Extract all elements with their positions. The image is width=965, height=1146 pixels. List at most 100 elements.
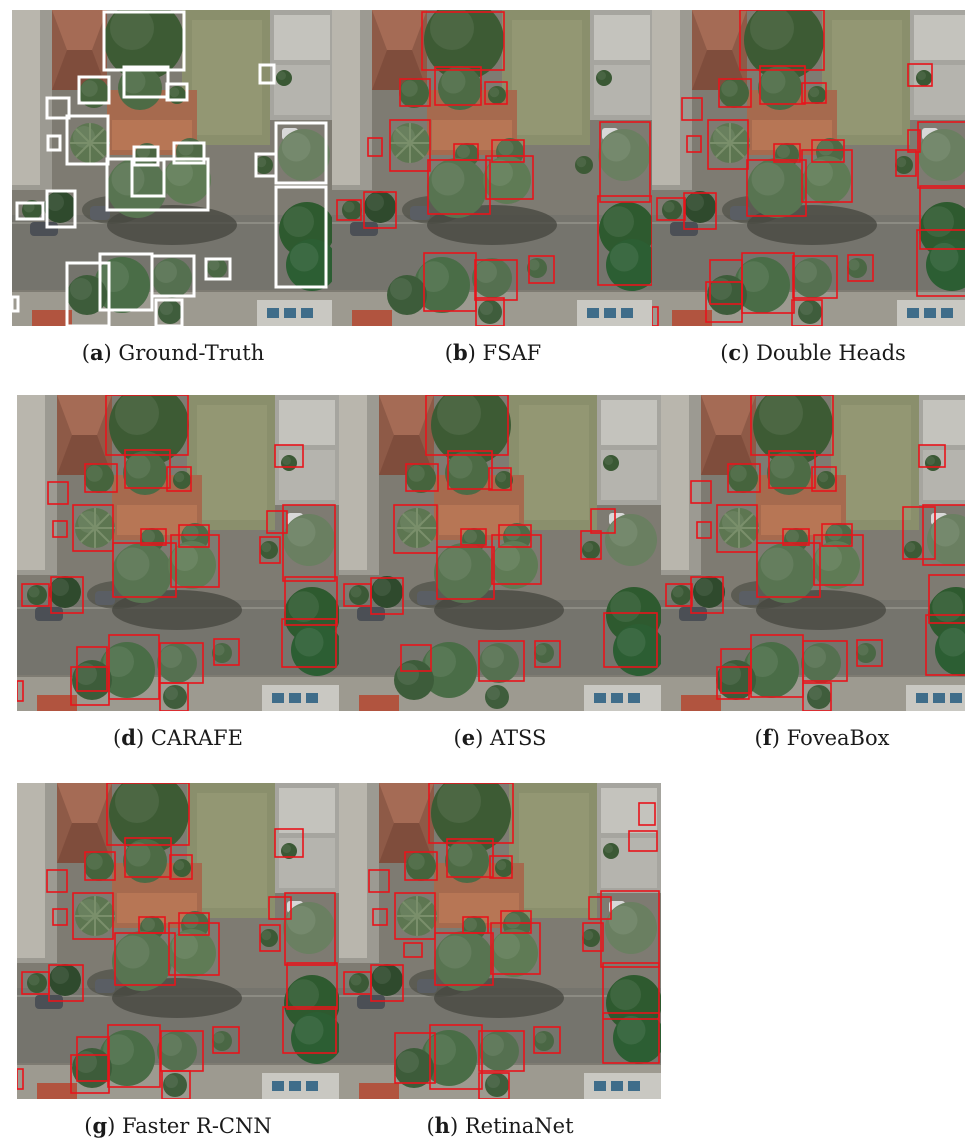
ground-truth-box — [46, 134, 62, 152]
detection-box — [638, 802, 656, 826]
detection-box — [683, 192, 717, 230]
detection-box — [170, 534, 220, 588]
detection-box — [268, 896, 292, 920]
detection-box — [363, 191, 397, 229]
detection-box — [259, 536, 281, 564]
ground-truth-box — [12, 295, 20, 313]
detection-box — [106, 783, 190, 846]
panel-g: (g) Faster R-CNN — [17, 783, 339, 1138]
detection-box — [811, 466, 837, 492]
detection-box — [690, 576, 724, 614]
detection-box — [856, 639, 883, 667]
detection-box — [446, 838, 494, 878]
aerial-image-faster-rcnn — [17, 783, 339, 1099]
detection-box — [599, 121, 651, 203]
caption-h: (h) RetinaNet — [426, 1113, 574, 1138]
detection-box — [902, 506, 936, 560]
detection-box — [718, 78, 752, 108]
detection-box — [393, 504, 438, 554]
detection-box — [907, 63, 933, 87]
detection-box — [707, 119, 749, 170]
detection-box — [782, 528, 810, 546]
detection-box — [628, 830, 658, 852]
detection-box — [485, 155, 534, 200]
ground-truth-box — [122, 65, 170, 99]
detection-box — [696, 521, 712, 539]
caption-e: (e) ATSS — [453, 725, 547, 750]
panel-a: (a) Ground-Truth — [12, 10, 334, 365]
detection-box — [394, 892, 436, 940]
detection-box — [124, 449, 171, 489]
detection-box — [922, 504, 965, 566]
detection-box — [681, 97, 703, 121]
detection-box — [284, 892, 336, 966]
detection-box — [17, 1068, 24, 1090]
ground-truth-box — [150, 254, 196, 298]
detection-box — [665, 583, 693, 607]
detection-box — [434, 66, 482, 106]
ground-truth-box — [132, 145, 160, 167]
detection-box — [801, 82, 827, 104]
detection-box — [478, 640, 525, 682]
detection-box — [813, 534, 864, 586]
caption-b: (b) FSAF — [444, 340, 542, 365]
caption-f: (f) FoveaBox — [754, 725, 890, 750]
detection-box — [739, 10, 825, 71]
detection-box — [124, 837, 172, 878]
detection-box — [436, 546, 495, 600]
detection-box — [70, 666, 110, 706]
detection-box — [792, 255, 838, 299]
detection-box — [759, 65, 806, 105]
detection-box — [48, 964, 84, 1002]
caption-g: (g) Faster R-CNN — [84, 1113, 272, 1138]
detection-box — [370, 964, 404, 1002]
caption-c: (c) Double Heads — [720, 340, 906, 365]
detection-box — [489, 855, 513, 879]
ground-truth-box — [172, 141, 206, 165]
detection-box — [399, 78, 431, 107]
detection-box — [690, 480, 712, 504]
detection-box — [490, 922, 541, 975]
panel-f: (f) FoveaBox — [661, 395, 965, 750]
detection-box — [847, 254, 874, 282]
detection-box — [284, 576, 338, 626]
detection-box — [716, 666, 750, 700]
detection-box — [425, 395, 509, 456]
ground-truth-box — [258, 63, 276, 85]
detection-box — [370, 577, 404, 615]
detection-box — [368, 869, 390, 893]
detection-box — [84, 463, 118, 493]
detection-box — [212, 1026, 240, 1054]
detection-box — [52, 908, 68, 926]
detection-box — [400, 644, 432, 672]
aerial-image-foveabox — [661, 395, 965, 711]
detection-box — [528, 255, 555, 284]
detection-box — [178, 912, 210, 936]
detection-box — [716, 504, 758, 553]
detection-box — [727, 463, 761, 493]
detection-box — [389, 119, 431, 172]
ground-truth-box — [45, 189, 77, 229]
detection-box — [600, 890, 660, 968]
detection-box — [801, 149, 853, 203]
detection-box — [213, 638, 240, 666]
detection-box — [282, 1006, 337, 1054]
panel-h: (h) RetinaNet — [339, 783, 661, 1138]
detection-box — [259, 924, 281, 952]
aerial-image-double-heads — [652, 10, 965, 326]
detection-box — [274, 828, 304, 858]
detection-box — [746, 159, 807, 217]
detection-box — [21, 583, 50, 607]
detection-box — [478, 1030, 525, 1072]
detection-box — [72, 892, 114, 940]
detection-box — [474, 259, 518, 301]
aerial-image-atss — [339, 395, 661, 711]
detection-box — [403, 942, 423, 958]
detection-box — [925, 614, 965, 676]
aerial-image-carafe — [17, 395, 339, 711]
detection-box — [802, 640, 848, 682]
detection-box — [580, 530, 602, 560]
detection-box — [484, 81, 508, 105]
detection-box — [534, 640, 561, 668]
detection-box — [404, 851, 438, 881]
